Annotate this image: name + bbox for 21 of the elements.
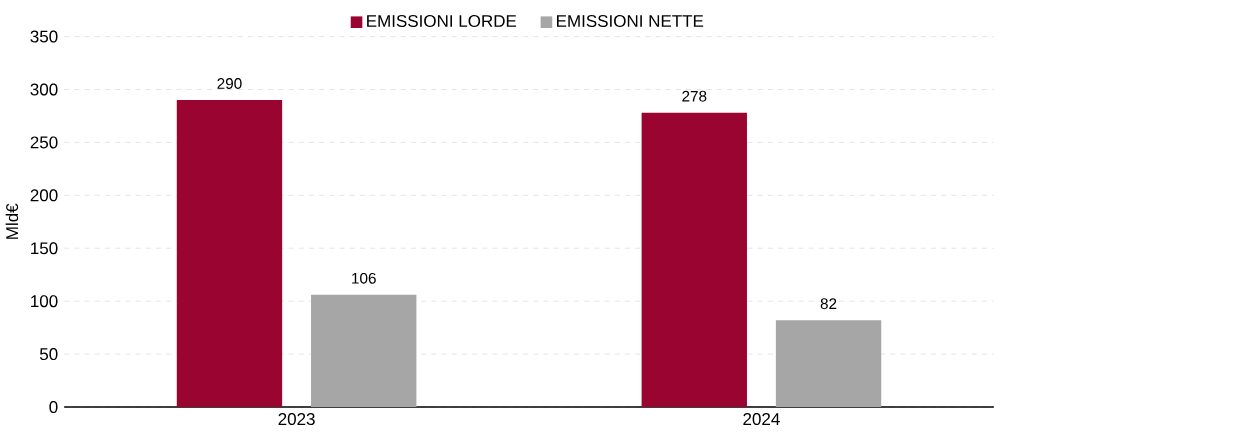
y-axis-title: Mld€ xyxy=(5,203,19,239)
y-tick-label: 50 xyxy=(39,348,58,361)
y-tick-label: 300 xyxy=(30,83,58,96)
y-tick-label: 350 xyxy=(30,30,58,43)
data-label: 278 xyxy=(682,90,707,102)
legend-label: EMISSIONI LORDE xyxy=(367,15,517,28)
y-tick-label: 100 xyxy=(31,295,58,308)
legend-label: EMISSIONI NETTE xyxy=(557,15,704,28)
bar xyxy=(641,112,747,408)
x-tick-label: 2023 xyxy=(278,413,315,426)
x-tick-label: 2024 xyxy=(743,413,780,426)
y-tick-label: 150 xyxy=(31,242,58,255)
y-tick-label: 250 xyxy=(30,136,58,149)
bar xyxy=(311,294,417,408)
y-tick-label: 200 xyxy=(30,189,58,202)
bar xyxy=(176,100,283,408)
bar xyxy=(775,320,882,408)
y-tick-label: 0 xyxy=(49,401,58,414)
data-label: 290 xyxy=(217,78,242,90)
data-label: 82 xyxy=(820,298,837,310)
data-label: 106 xyxy=(352,272,376,284)
